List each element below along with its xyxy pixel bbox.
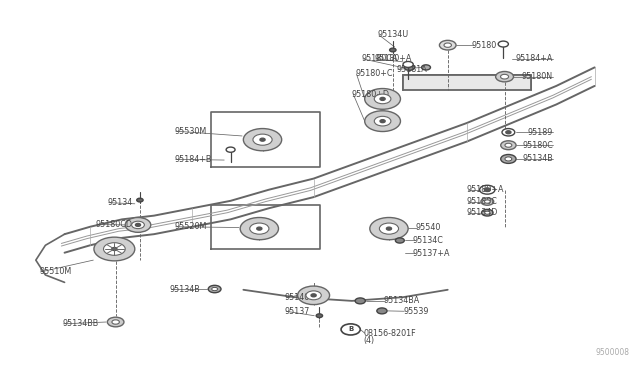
- Circle shape: [484, 211, 490, 214]
- Circle shape: [500, 74, 509, 79]
- Circle shape: [479, 185, 495, 194]
- Text: 95134U: 95134U: [378, 30, 409, 39]
- Circle shape: [380, 120, 385, 123]
- Circle shape: [365, 89, 401, 109]
- Circle shape: [498, 41, 508, 47]
- Circle shape: [377, 308, 387, 314]
- Circle shape: [422, 65, 431, 70]
- Text: 95510M: 95510M: [39, 267, 71, 276]
- Circle shape: [500, 141, 516, 150]
- Circle shape: [387, 227, 392, 230]
- Circle shape: [390, 48, 396, 52]
- Text: 95180+D: 95180+D: [352, 90, 390, 99]
- Circle shape: [484, 188, 490, 192]
- Text: 95137: 95137: [285, 307, 310, 316]
- Circle shape: [136, 224, 141, 227]
- Circle shape: [240, 218, 278, 240]
- Circle shape: [505, 157, 512, 161]
- Text: 95180C: 95180C: [467, 197, 498, 206]
- Text: 95184+A: 95184+A: [516, 54, 553, 63]
- Circle shape: [260, 138, 265, 141]
- Circle shape: [298, 286, 330, 305]
- Circle shape: [108, 317, 124, 327]
- Circle shape: [481, 198, 493, 205]
- Text: 95520M: 95520M: [174, 222, 207, 231]
- Text: (4): (4): [364, 336, 374, 346]
- Circle shape: [500, 154, 516, 163]
- Circle shape: [212, 287, 218, 291]
- Circle shape: [355, 298, 365, 304]
- Circle shape: [316, 314, 323, 318]
- Circle shape: [243, 129, 282, 151]
- Circle shape: [502, 129, 515, 136]
- Text: 95134D: 95134D: [467, 208, 499, 217]
- Text: 08156-8201F: 08156-8201F: [364, 328, 416, 338]
- Circle shape: [505, 143, 512, 147]
- Text: 95180: 95180: [471, 41, 497, 50]
- Circle shape: [306, 291, 321, 300]
- Text: 95134BB: 95134BB: [62, 320, 99, 328]
- Circle shape: [250, 223, 269, 234]
- Text: 95140: 95140: [285, 294, 310, 302]
- Text: 9500008: 9500008: [596, 348, 630, 357]
- Circle shape: [374, 94, 391, 104]
- Circle shape: [440, 40, 456, 50]
- Circle shape: [404, 64, 415, 70]
- Circle shape: [257, 227, 262, 230]
- Circle shape: [380, 97, 385, 100]
- Polygon shape: [403, 75, 531, 90]
- Text: 95180CD: 95180CD: [95, 220, 132, 229]
- Circle shape: [311, 294, 316, 297]
- Circle shape: [104, 243, 125, 255]
- Text: 95540: 95540: [416, 223, 441, 232]
- Circle shape: [380, 223, 399, 234]
- Text: 95134C: 95134C: [413, 236, 444, 245]
- Text: 95134B: 95134B: [522, 154, 553, 163]
- Text: 95181A: 95181A: [397, 65, 428, 74]
- Circle shape: [495, 71, 513, 82]
- Text: 95180+C: 95180+C: [355, 69, 392, 78]
- Text: B: B: [348, 326, 353, 333]
- Circle shape: [341, 324, 360, 335]
- Text: 95539: 95539: [403, 307, 429, 316]
- Circle shape: [125, 218, 151, 232]
- Circle shape: [208, 285, 221, 293]
- Text: 95134BA: 95134BA: [384, 296, 420, 305]
- Text: 95134B: 95134B: [170, 285, 201, 294]
- Text: 95180CA: 95180CA: [362, 54, 398, 63]
- Circle shape: [253, 134, 272, 145]
- Text: 95137+A: 95137+A: [413, 249, 450, 258]
- Circle shape: [444, 43, 451, 47]
- Circle shape: [112, 247, 117, 250]
- Circle shape: [484, 200, 490, 203]
- Circle shape: [506, 131, 511, 134]
- Circle shape: [132, 221, 145, 229]
- Circle shape: [370, 218, 408, 240]
- Circle shape: [403, 61, 413, 67]
- Text: 95184+B: 95184+B: [174, 155, 212, 164]
- Text: 95180N: 95180N: [522, 72, 553, 81]
- Text: 95134: 95134: [108, 198, 132, 207]
- Text: 95180+A: 95180+A: [374, 54, 412, 63]
- Circle shape: [94, 237, 135, 261]
- Circle shape: [481, 209, 493, 216]
- Circle shape: [226, 147, 235, 152]
- Circle shape: [396, 238, 404, 243]
- Text: 95189+A: 95189+A: [467, 185, 504, 194]
- Text: 95530M: 95530M: [174, 126, 207, 136]
- Circle shape: [365, 111, 401, 132]
- Text: 95180C: 95180C: [522, 141, 553, 150]
- Circle shape: [137, 198, 143, 202]
- Text: 95189: 95189: [528, 128, 553, 137]
- Circle shape: [374, 116, 391, 126]
- Circle shape: [112, 320, 120, 324]
